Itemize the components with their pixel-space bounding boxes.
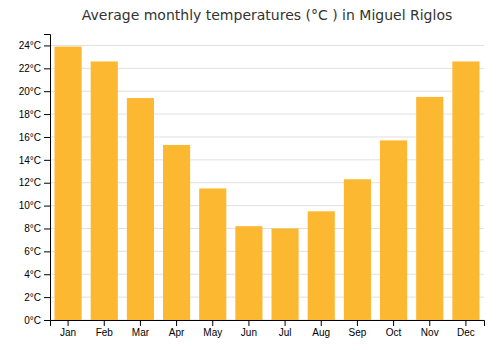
bar [308, 211, 335, 320]
tick-label: 2°C [24, 292, 41, 303]
tick-mark [44, 114, 50, 115]
bar [272, 228, 299, 320]
tick-label: Jan [60, 327, 76, 338]
tick-mark [68, 320, 69, 326]
tick-label: Apr [169, 327, 185, 338]
tick-mark [44, 68, 50, 69]
tick: 16°C [19, 132, 50, 143]
tick: 8°C [24, 223, 50, 234]
tick: 6°C [24, 246, 50, 257]
tick-mark [44, 91, 50, 92]
tick: Aug [312, 320, 330, 338]
tick-label: 6°C [24, 246, 41, 257]
tick: 24°C [19, 40, 50, 51]
tick-mark [44, 206, 50, 207]
tick: May [203, 320, 222, 338]
bar [163, 145, 190, 320]
tick-mark [44, 251, 50, 252]
bar [199, 188, 226, 320]
tick-label: Jun [241, 327, 257, 338]
tick-label: 24°C [19, 40, 41, 51]
tick: Jun [241, 320, 257, 338]
tick-label: 18°C [19, 109, 41, 120]
tick-mark [140, 320, 141, 326]
tick-mark [44, 183, 50, 184]
tick-mark [44, 160, 50, 161]
tick: Feb [96, 320, 114, 338]
tick: Dec [457, 320, 475, 338]
axis-line [44, 35, 51, 321]
bar [235, 226, 262, 320]
bar [452, 61, 479, 320]
tick-label: Dec [457, 327, 475, 338]
tick: 4°C [24, 269, 50, 280]
plot-area: 0°C 2°C 4°C 6°C 8°C 10°C 12°C 14°C 16°C 18°C 20°C 2… [19, 35, 485, 339]
tick: 20°C [19, 86, 50, 97]
bars [55, 47, 480, 320]
tick-mark [44, 274, 50, 275]
tick-label: Mar [132, 327, 150, 338]
title: Average monthly temperatures (°C ) in Mi… [82, 7, 453, 23]
tick: 0°C [24, 315, 50, 326]
tick: Nov [421, 320, 439, 338]
tick-label: Oct [386, 327, 402, 338]
bar [55, 47, 82, 320]
tick-label: 20°C [19, 86, 41, 97]
tick: 14°C [19, 155, 50, 166]
tick-mark [357, 320, 358, 326]
tick: 12°C [19, 177, 50, 188]
tick-label: 8°C [24, 223, 41, 234]
tick-label: 4°C [24, 269, 41, 280]
tick-mark [248, 320, 249, 326]
tick: 2°C [24, 292, 50, 303]
tick-mark [321, 320, 322, 326]
tick-mark [44, 320, 50, 321]
tick: 10°C [19, 200, 50, 211]
tick-label: May [203, 327, 222, 338]
grid [50, 45, 484, 320]
bar [127, 98, 154, 320]
tick-mark [429, 320, 430, 326]
grid-line [50, 45, 484, 46]
tick-mark [44, 228, 50, 229]
chart: 0°C 2°C 4°C 6°C 8°C 10°C 12°C 14°C 16°C 18°C 20°C 2… [0, 0, 500, 350]
tick: Apr [169, 320, 185, 338]
tick: Mar [132, 320, 150, 338]
tick-label: Sep [349, 327, 367, 338]
tick-mark [44, 45, 50, 46]
y-axis: 0°C 2°C 4°C 6°C 8°C 10°C 12°C 14°C 16°C 18°C 20°C 2… [19, 35, 51, 326]
tick: Oct [386, 320, 402, 338]
tick: Jan [60, 320, 76, 338]
bar [91, 61, 118, 320]
tick-label: Feb [96, 327, 114, 338]
tick: Sep [349, 320, 367, 338]
tick-mark [44, 297, 50, 298]
bar [416, 97, 443, 320]
tick: 22°C [19, 63, 50, 74]
tick-label: 12°C [19, 177, 41, 188]
tick-mark [465, 320, 466, 326]
axis-line [51, 321, 485, 327]
tick-mark [285, 320, 286, 326]
tick-label: 0°C [24, 315, 41, 326]
tick-mark [393, 320, 394, 326]
tick-mark [104, 320, 105, 326]
tick-label: Jul [279, 327, 292, 338]
tick-mark [176, 320, 177, 326]
tick-label: 16°C [19, 132, 41, 143]
tick-label: Aug [312, 327, 330, 338]
x-axis: Jan Feb Mar Apr May Jun Jul Aug Sep Oct Nov Dec [51, 320, 485, 338]
tick-label: Nov [421, 327, 439, 338]
bar [344, 179, 371, 320]
tick: Jul [279, 320, 292, 338]
tick-label: 14°C [19, 155, 41, 166]
bar [380, 140, 407, 320]
tick-mark [44, 137, 50, 138]
tick-label: 22°C [19, 63, 41, 74]
tick-mark [212, 320, 213, 326]
tick-label: 10°C [19, 200, 41, 211]
tick: 18°C [19, 109, 50, 120]
